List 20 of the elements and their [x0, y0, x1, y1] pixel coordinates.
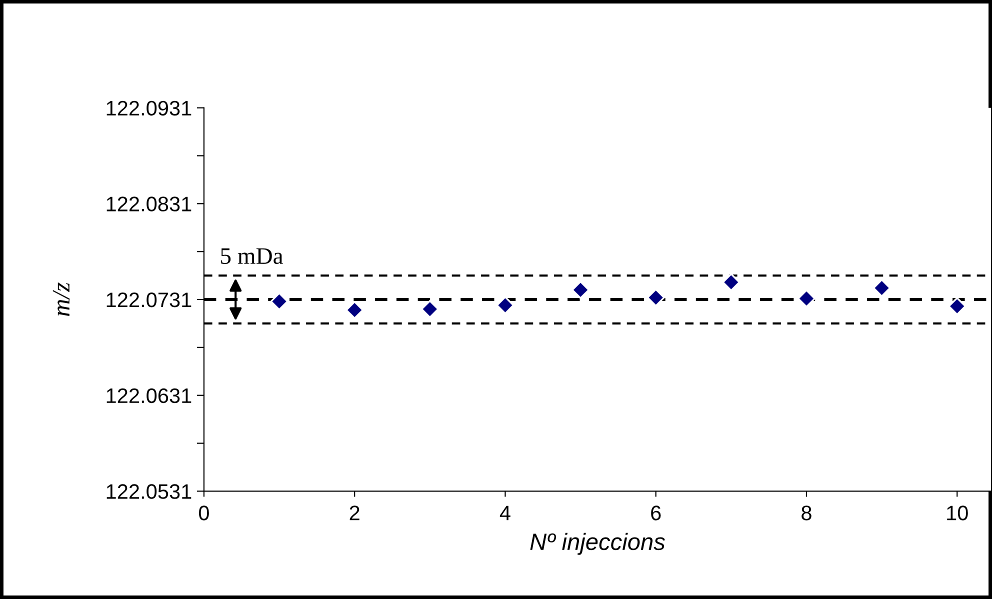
x-tick-label: 10 [947, 506, 968, 520]
x-tick-label: 8 [802, 506, 812, 520]
x-tick-label: 0 [198, 506, 209, 520]
point [646, 288, 665, 307]
y-axis-title: m/z [52, 282, 70, 316]
point [948, 297, 966, 316]
x-axis-title: Nº injeccions [530, 532, 665, 555]
point [270, 292, 288, 310]
y-tick-label: 122.0531 [106, 484, 192, 499]
y-tick-label: 122.0631 [106, 388, 192, 404]
point [420, 300, 439, 318]
x-tick-label: 6 [651, 506, 661, 520]
y-tick-label: 122.0831 [106, 196, 192, 212]
point [722, 273, 740, 292]
x-tick-label: 2 [350, 506, 360, 520]
y-tick-label: 122.0931 [106, 100, 192, 116]
x-tick-label: 4 [500, 506, 510, 520]
annotation: 5 mDa [221, 248, 283, 264]
point [496, 296, 514, 314]
y-tick-label: 122.0731 [106, 292, 192, 308]
